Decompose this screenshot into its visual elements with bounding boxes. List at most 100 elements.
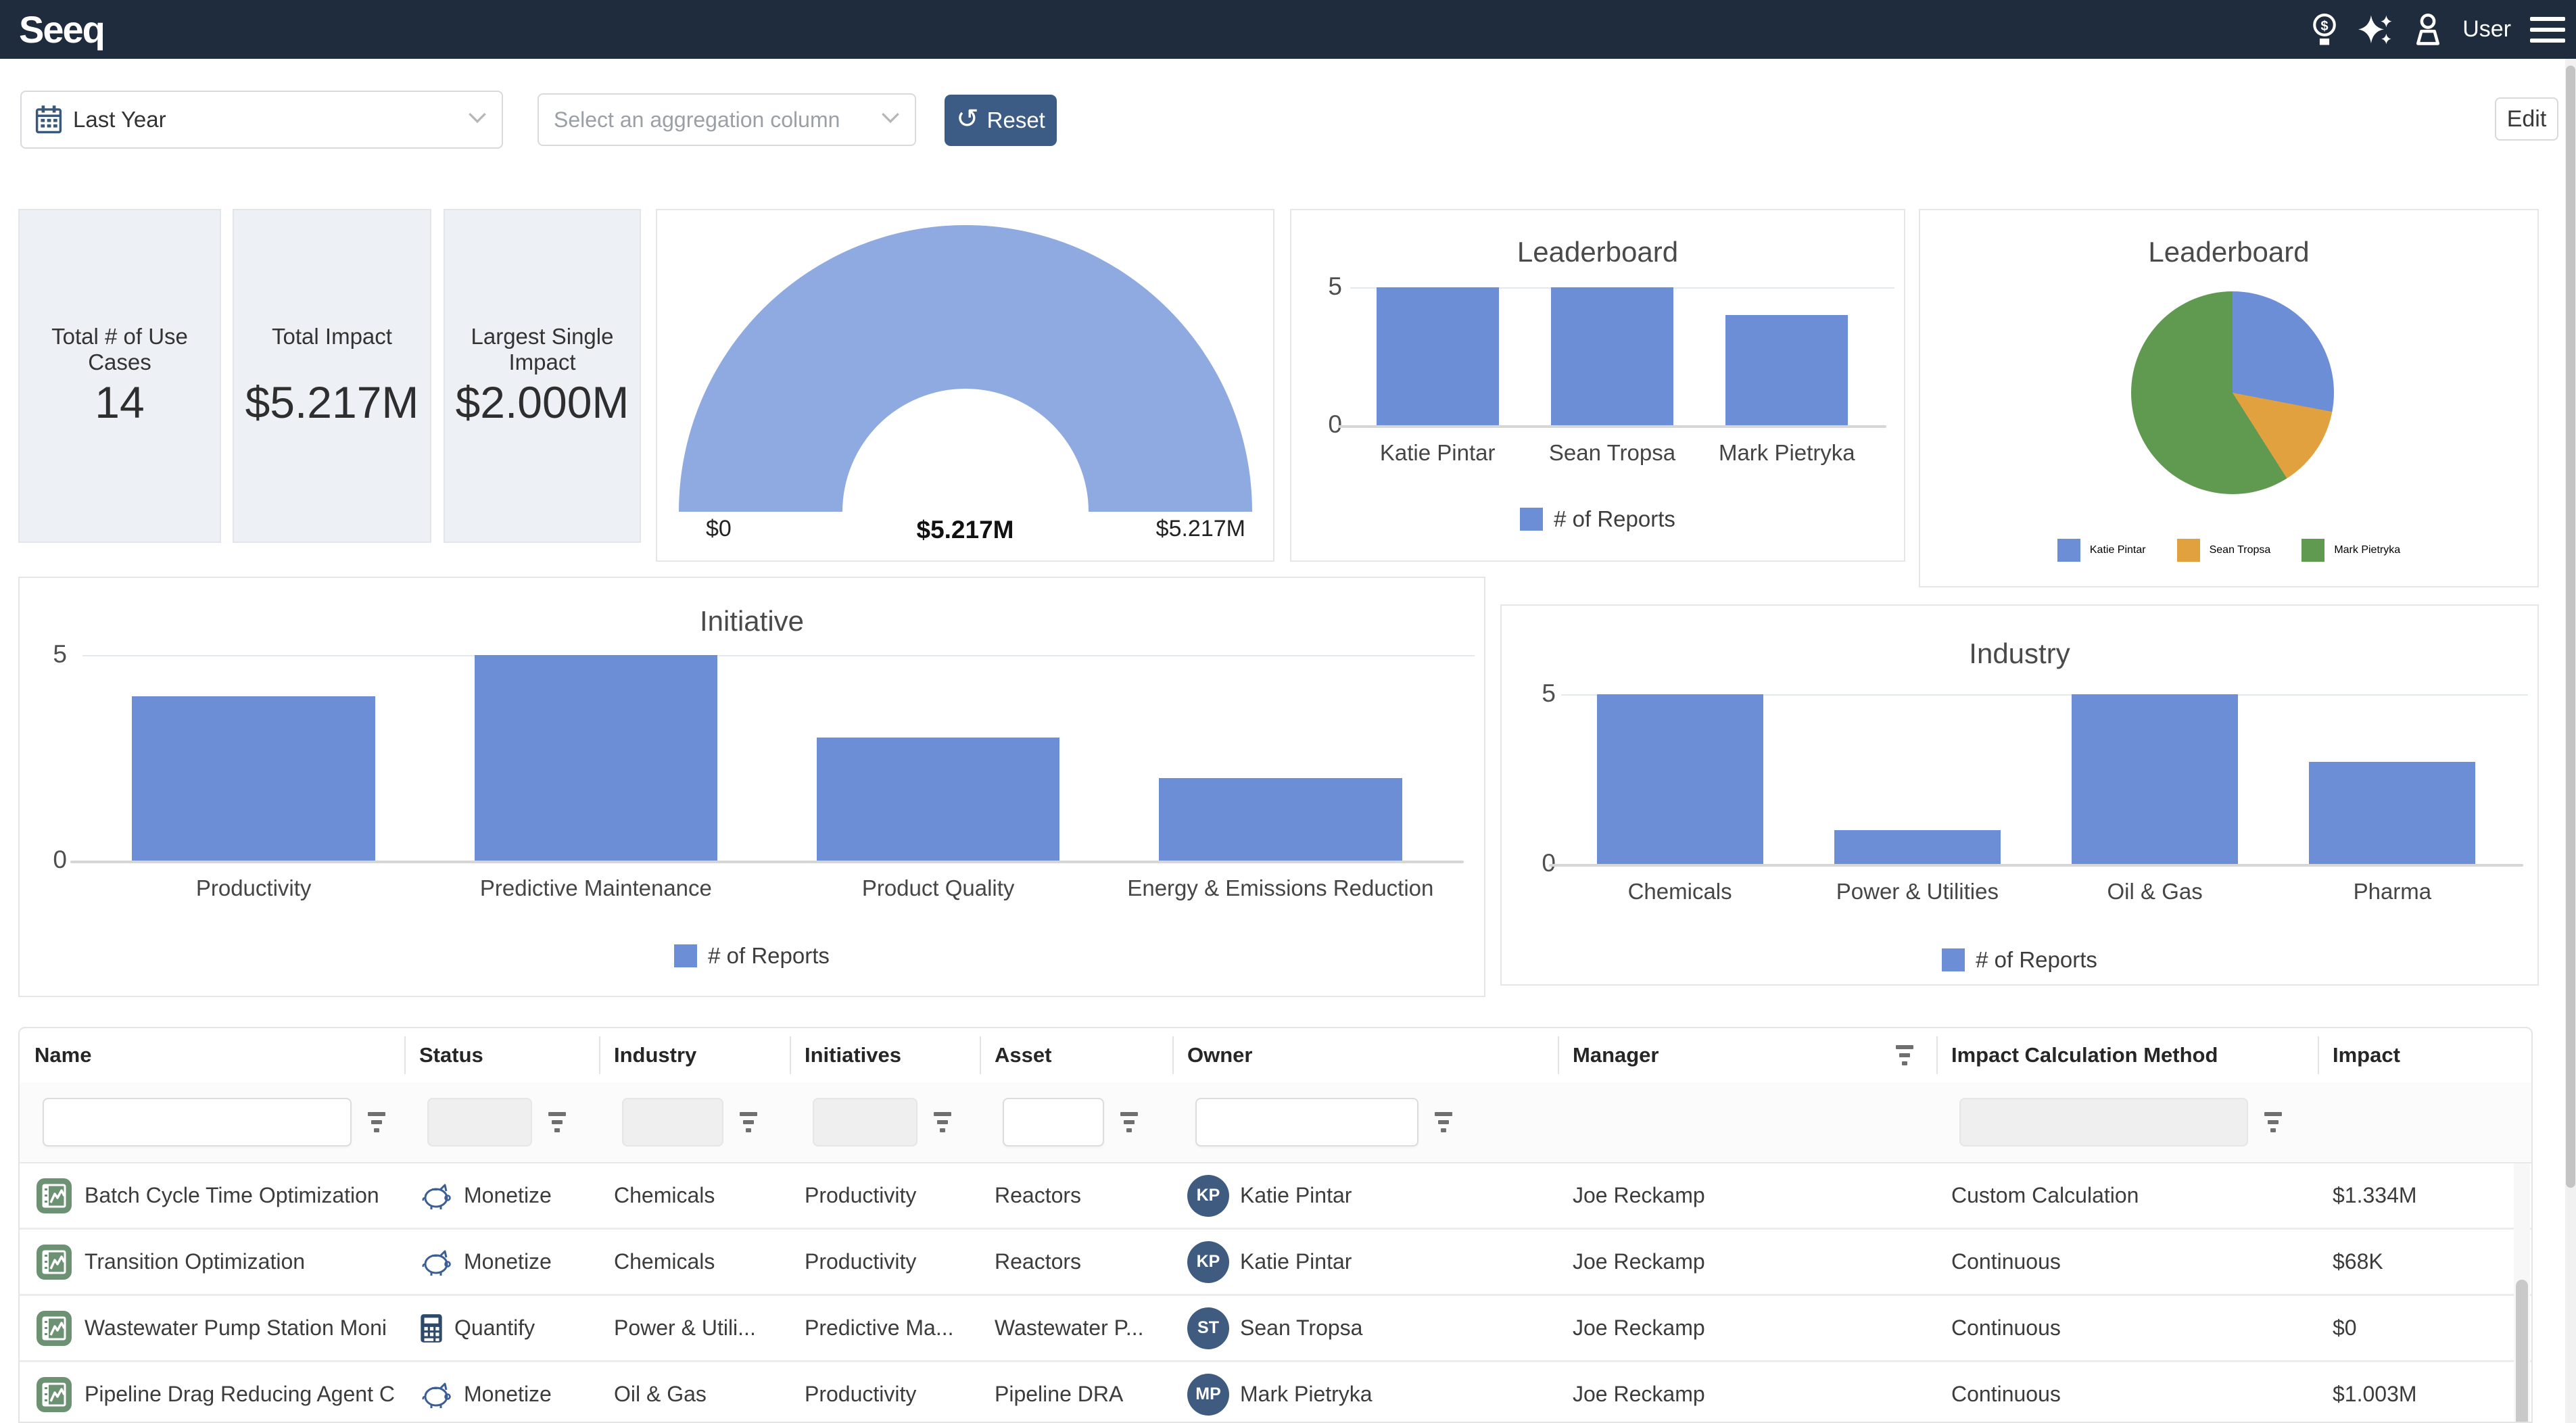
seeq-logo: Seeq — [19, 8, 105, 51]
y-axis-tick-min: 0 — [53, 846, 67, 873]
filter-funnel-icon[interactable] — [548, 1112, 566, 1132]
bar-product-quality — [816, 737, 1060, 861]
reset-label: Reset — [986, 107, 1045, 132]
cell-impact-method: Custom Calculation — [1951, 1183, 2139, 1207]
report-journal-icon — [34, 1309, 74, 1348]
cell-name: Transition Optimization — [20, 1230, 404, 1294]
filter-input-asset[interactable] — [1003, 1098, 1104, 1147]
cell-manager: Joe Reckamp — [1573, 1249, 1705, 1274]
gauge-panel: $0 $5.217M $5.217M — [656, 209, 1274, 562]
filter-funnel-icon[interactable] — [1120, 1112, 1138, 1132]
x-axis-label: Predictive Maintenance — [479, 875, 712, 900]
filter-cell-asset — [980, 1082, 1172, 1162]
bar-slot — [82, 655, 425, 861]
reset-button[interactable]: ↺ Reset — [945, 95, 1057, 146]
hamburger-menu-icon[interactable] — [2530, 16, 2565, 43]
filter-input-name[interactable] — [43, 1098, 352, 1147]
chart-legend: # of Reports — [1502, 947, 2537, 973]
column-header-label: Status — [419, 1043, 483, 1067]
bar-energy-emissions-reduction — [1159, 778, 1402, 861]
column-header-initiatives[interactable]: Initiatives — [790, 1028, 980, 1082]
cell-initiatives: Productivity — [805, 1249, 917, 1274]
column-divider — [404, 1036, 406, 1074]
filter-funnel-icon[interactable] — [934, 1112, 951, 1132]
column-header-name[interactable]: Name — [20, 1028, 404, 1082]
x-axis-line — [1338, 425, 1886, 428]
column-header-impact[interactable]: Impact — [2318, 1028, 2518, 1082]
table-row[interactable]: Transition Optimization Monetize Chemicals… — [20, 1230, 2531, 1296]
cell-impact: $0 — [2333, 1316, 2357, 1340]
chevron-down-icon — [881, 112, 900, 127]
table-scrollbar[interactable] — [2514, 1163, 2530, 1422]
piggy-bank-icon — [419, 1247, 453, 1278]
idea-dollar-icon[interactable]: $ — [2310, 12, 2339, 47]
table-row[interactable]: Batch Cycle Time Optimization Monetize Che… — [20, 1163, 2531, 1230]
ai-sparkles-icon[interactable] — [2358, 12, 2393, 47]
page-scrollbar[interactable] — [2565, 59, 2576, 1423]
column-divider — [1936, 1036, 1938, 1074]
aggregation-placeholder: Select an aggregation column — [554, 107, 840, 132]
cell-status: Monetize — [404, 1230, 599, 1294]
x-axis-label: Mark Pietryka — [1718, 440, 1855, 465]
report-journal-icon — [34, 1176, 74, 1215]
column-header-label: Owner — [1187, 1043, 1253, 1067]
table-row[interactable]: Wastewater Pump Station Moni Quantify Powe… — [20, 1296, 2531, 1362]
cell-status: Monetize — [404, 1362, 599, 1422]
legend-item: Katie Pintar — [2057, 539, 2146, 562]
cell-name: Batch Cycle Time Optimization — [20, 1163, 404, 1228]
kpi-value: 14 — [95, 377, 145, 427]
table-scrollbar-thumb[interactable] — [2516, 1280, 2528, 1422]
column-header-status[interactable]: Status — [404, 1028, 599, 1082]
manager-filter-funnel-icon[interactable] — [1896, 1045, 1913, 1065]
filter-cell-name — [20, 1082, 404, 1162]
edit-button[interactable]: Edit — [2495, 97, 2558, 141]
kpi-label: Total # of Use Cases — [51, 324, 188, 375]
column-header-owner[interactable]: Owner — [1172, 1028, 1558, 1082]
cell-impact-method: Continuous — [1951, 1382, 2061, 1406]
time-range-select[interactable]: Last Year — [20, 91, 503, 149]
filter-input-initiatives — [813, 1098, 917, 1147]
table-row[interactable]: Pipeline Drag Reducing Agent C Monetize Oi… — [20, 1362, 2531, 1422]
gauge-labels: $0 $5.217M $5.217M — [657, 516, 1273, 550]
gauge-value-label: $5.217M — [916, 516, 1014, 544]
chart-legend: # of Reports — [20, 943, 1484, 969]
cell-manager: Joe Reckamp — [1573, 1183, 1705, 1207]
filter-funnel-icon[interactable] — [2264, 1112, 2282, 1132]
bar-productivity — [132, 696, 375, 861]
leaderboard-bar-panel: Leaderboard 5 0 Katie Pintar Sean Tropsa Mark… — [1290, 209, 1905, 562]
user-icon[interactable] — [2412, 13, 2443, 47]
cell-industry: Chemicals — [614, 1183, 715, 1207]
bar-slot — [1561, 694, 1798, 864]
y-axis-tick-max: 5 — [1542, 679, 1556, 707]
avatar: ST — [1187, 1307, 1229, 1349]
x-axis-label: Oil & Gas — [2107, 879, 2203, 904]
page-scrollbar-thumb[interactable] — [2566, 66, 2575, 1188]
column-header-label: Impact Calculation Method — [1951, 1043, 2218, 1067]
table-filter-row — [20, 1082, 2531, 1163]
legend-item: Sean Tropsa — [2176, 539, 2270, 562]
name-text: Batch Cycle Time Optimization — [85, 1183, 379, 1207]
cell-impact: $1.003M — [2333, 1382, 2417, 1406]
cell-owner: KP Katie Pintar — [1172, 1230, 1558, 1294]
kpi-label: Largest Single Impact — [471, 324, 614, 375]
kpi-total-use-cases: Total # of Use Cases 14 — [18, 209, 221, 543]
report-journal-icon — [34, 1375, 74, 1414]
initiative-bar-panel: Initiative 5 0 Productivity Predictive Maint… — [18, 577, 1485, 997]
kpi-largest-single-impact: Largest Single Impact $2.000M — [444, 209, 641, 543]
legend-label: Katie Pintar — [2089, 544, 2146, 556]
filter-input-owner[interactable] — [1195, 1098, 1418, 1147]
aggregation-column-select[interactable]: Select an aggregation column — [538, 93, 916, 146]
column-header-impact-calculation-method[interactable]: Impact Calculation Method — [1936, 1028, 2318, 1082]
column-header-manager[interactable]: Manager — [1558, 1028, 1936, 1082]
filter-funnel-icon[interactable] — [368, 1112, 385, 1132]
bar-slot — [1700, 287, 1874, 425]
column-header-label: Asset — [995, 1043, 1052, 1067]
filter-funnel-icon[interactable] — [740, 1112, 757, 1132]
column-header-asset[interactable]: Asset — [980, 1028, 1172, 1082]
column-header-industry[interactable]: Industry — [599, 1028, 790, 1082]
x-axis-line — [1549, 864, 2523, 867]
industry-bar-panel: Industry 5 0 Chemicals Power & Utilities Oil … — [1500, 604, 2539, 986]
cell-industry: Oil & Gas — [614, 1382, 707, 1406]
filter-funnel-icon[interactable] — [1435, 1112, 1452, 1132]
filter-cell-impact — [2318, 1082, 2518, 1162]
